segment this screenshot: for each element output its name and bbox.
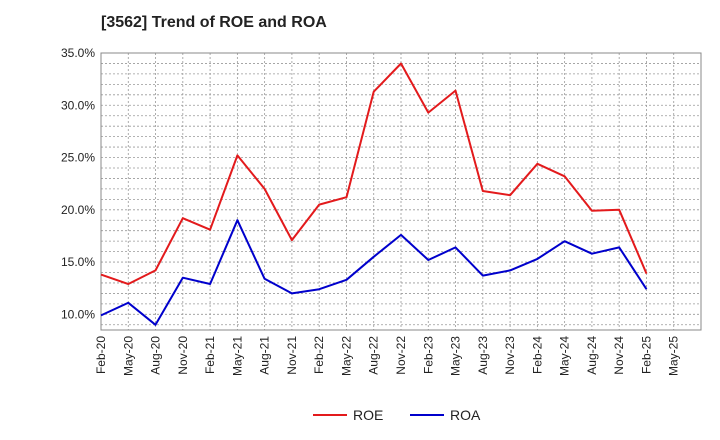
x-tick-label: May-24 xyxy=(558,336,572,376)
x-tick-label: Feb-22 xyxy=(312,336,326,374)
y-axis: 10.0% 15.0% 20.0% 25.0% 30.0% 35.0% xyxy=(61,46,95,321)
y-tick-label: 30.0% xyxy=(61,98,95,112)
y-tick-label: 35.0% xyxy=(61,46,95,60)
x-tick-label: May-22 xyxy=(339,336,353,376)
x-tick-label: May-23 xyxy=(449,336,463,376)
y-tick-label: 10.0% xyxy=(61,307,95,321)
x-tick-label: May-21 xyxy=(230,336,244,376)
legend-label-roa: ROA xyxy=(450,407,481,423)
x-tick-label: May-20 xyxy=(121,336,135,376)
y-tick-label: 25.0% xyxy=(61,151,95,165)
x-tick-label: Aug-21 xyxy=(258,336,272,375)
x-tick-label: Feb-21 xyxy=(203,336,217,374)
x-tick-label: Feb-23 xyxy=(421,336,435,374)
x-tick-label: Nov-21 xyxy=(285,336,299,375)
y-tick-label: 15.0% xyxy=(61,255,95,269)
x-tick-label: Feb-24 xyxy=(530,336,544,374)
chart-title: [3562] Trend of ROE and ROA xyxy=(101,14,327,31)
x-tick-label: Feb-25 xyxy=(639,336,653,374)
x-tick-label: Nov-23 xyxy=(503,336,517,375)
x-tick-label: Nov-22 xyxy=(394,336,408,375)
x-tick-label: Aug-24 xyxy=(585,336,599,375)
series-line-roe xyxy=(100,62,648,285)
series-line-roa xyxy=(100,219,648,326)
x-tick-label: May-25 xyxy=(667,336,681,376)
x-tick-label: Feb-20 xyxy=(94,336,108,374)
series-group xyxy=(100,62,648,326)
x-tick-label: Aug-22 xyxy=(367,336,381,375)
x-tick-label: Nov-24 xyxy=(612,336,626,375)
legend: ROE ROA xyxy=(313,407,481,423)
y-tick-label: 20.0% xyxy=(61,203,95,217)
grid xyxy=(101,53,701,330)
x-tick-label: Aug-23 xyxy=(476,336,490,375)
x-axis: Feb-20 May-20 Aug-20 Nov-20 Feb-21 May-21 Aug-… xyxy=(94,336,681,376)
x-tick-label: Nov-20 xyxy=(176,336,190,375)
x-tick-label: Aug-20 xyxy=(149,336,163,375)
legend-label-roe: ROE xyxy=(353,407,383,423)
plot-area-frame xyxy=(100,52,702,331)
